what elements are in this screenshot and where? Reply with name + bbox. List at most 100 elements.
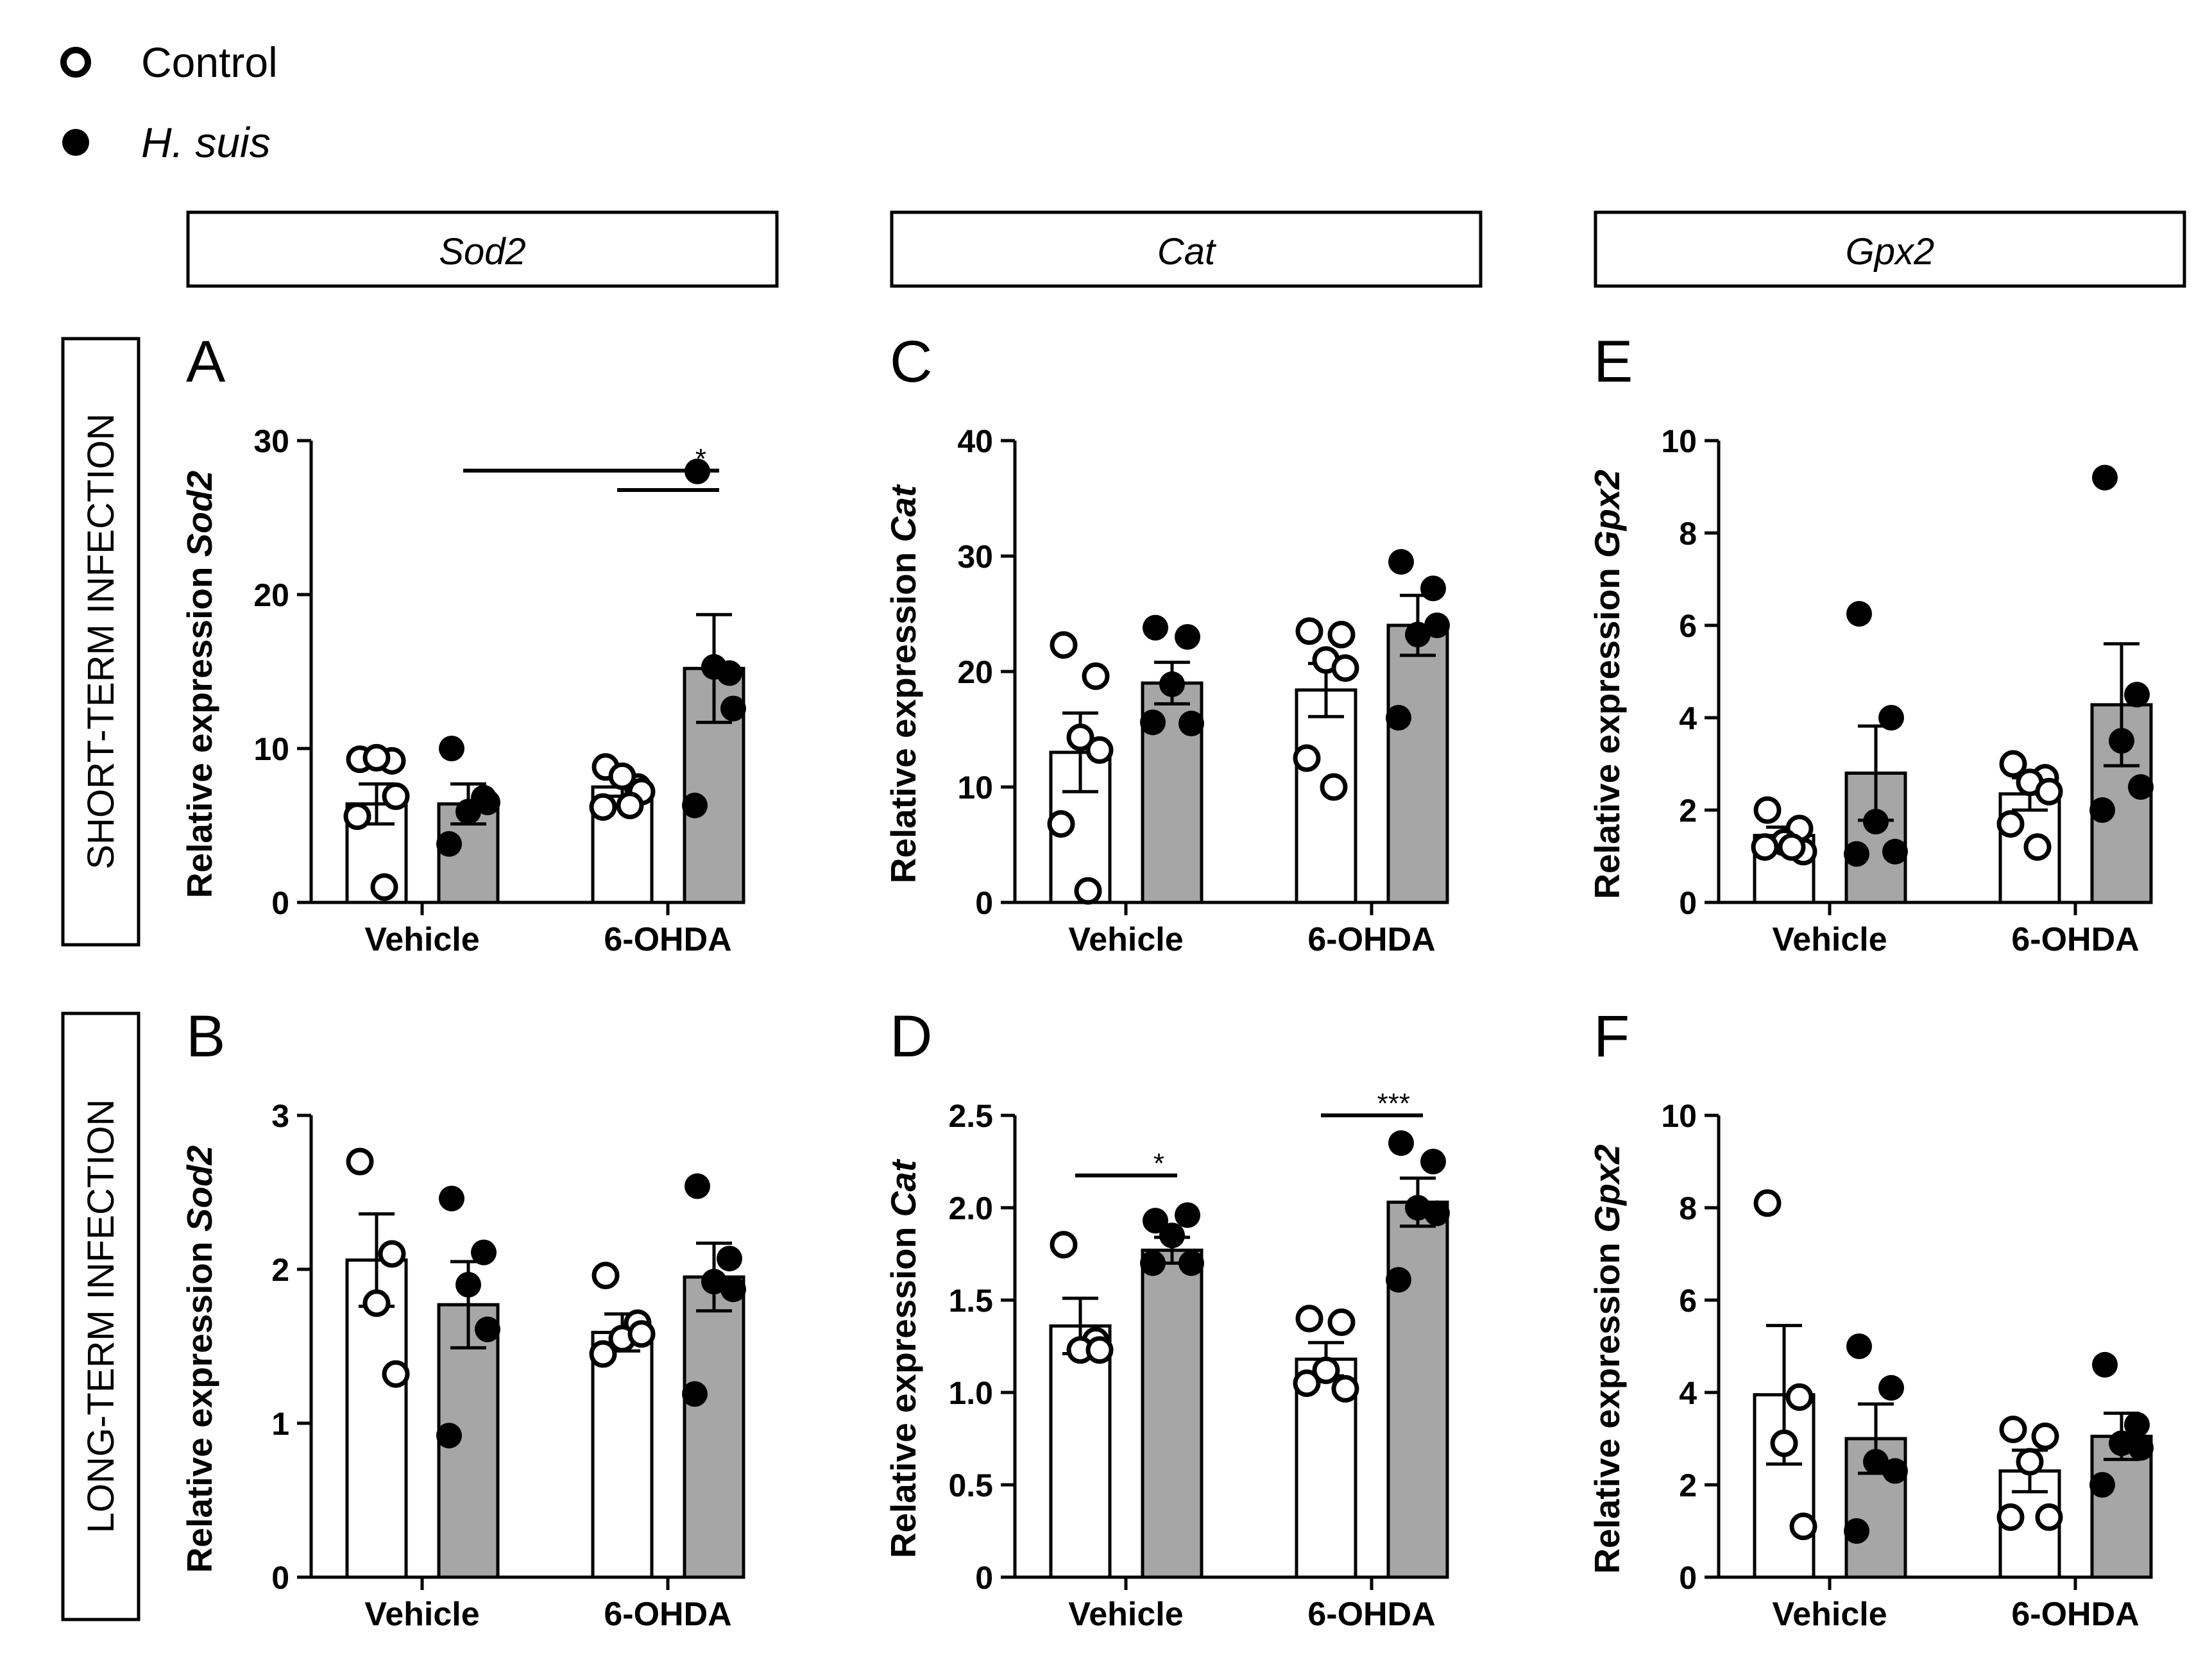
y-tick-label: 2.5 — [948, 1098, 993, 1134]
hsuis-data-point — [1159, 671, 1185, 697]
hsuis-data-point — [1882, 838, 1908, 865]
x-tick-label: Vehicle — [1772, 1596, 1887, 1633]
y-axis-label-text: Relative expression — [180, 557, 219, 898]
control-data-point — [362, 1289, 391, 1317]
hsuis-bar — [1386, 623, 1449, 904]
hsuis-data-point — [1420, 575, 1446, 602]
control-data-point — [1331, 1375, 1359, 1403]
control-data-point — [1293, 1369, 1321, 1398]
significance-label: * — [1153, 1148, 1164, 1180]
control-data-point — [1789, 1512, 1817, 1541]
panel-letter: F — [1594, 1004, 1629, 1069]
control-data-point — [616, 791, 644, 820]
y-tick-label: 1.0 — [948, 1375, 993, 1411]
control-data-point — [1999, 750, 2027, 778]
y-tick-label: 8 — [1679, 1190, 1697, 1226]
y-tick-label: 3 — [271, 1098, 289, 1134]
control-data-point — [1996, 1503, 2025, 1531]
control-data-point — [2031, 1422, 2059, 1450]
y-axis-label-gene: Cat — [883, 484, 923, 542]
y-tick-label: 0 — [975, 885, 993, 921]
hsuis-bar — [683, 1275, 745, 1579]
hsuis-data-point — [1159, 1222, 1185, 1249]
control-data-point — [589, 1340, 617, 1368]
hsuis-data-point — [1143, 614, 1168, 641]
gene-header-gpx2: Gpx2 — [1846, 231, 1935, 273]
hsuis-data-point — [2124, 1412, 2150, 1438]
x-tick-label: Vehicle — [364, 921, 479, 958]
control-data-point — [1770, 1429, 1798, 1457]
control-legend-label: Control — [141, 38, 278, 86]
x-tick-label: 6-OHDA — [1307, 921, 1435, 958]
hsuis-data-point — [439, 1185, 464, 1212]
control-data-point — [1753, 796, 1782, 824]
control-data-point — [378, 1240, 406, 1268]
hsuis-data-point — [1175, 624, 1200, 650]
control-data-point — [1751, 833, 1779, 861]
y-axis-label-text: Relative expression — [180, 1231, 219, 1573]
control-data-point — [1050, 1231, 1078, 1259]
hsuis-data-point — [720, 1276, 746, 1303]
hsuis-data-point — [1386, 1267, 1411, 1293]
control-data-point — [1999, 1416, 2027, 1444]
hsuis-data-point — [1420, 1149, 1446, 1174]
control-data-point — [382, 782, 410, 810]
panel-b: B Relative expression Sod2 0 1 2 3 Vehicle 6-OH… — [180, 1004, 746, 1633]
y-tick-label: 10 — [1661, 423, 1697, 459]
panel-letter: D — [890, 1004, 932, 1069]
hsuis-data-point — [475, 790, 500, 815]
y-axis-label-text: Relative expression — [883, 542, 923, 883]
hsuis-bar — [1386, 1200, 1449, 1579]
y-tick-label: 0 — [1679, 1560, 1697, 1596]
control-data-point — [343, 802, 371, 831]
hsuis-data-point — [1405, 1195, 1431, 1221]
panel-a: A Relative expression Sod2 0 10 20 30 Vehicle 6… — [180, 329, 746, 958]
hsuis-data-point — [701, 654, 727, 680]
hsuis-data-point — [455, 1272, 481, 1298]
control-data-point — [2016, 1448, 2044, 1476]
hsuis-data-point — [2089, 1472, 2115, 1498]
y-tick-label: 6 — [1679, 608, 1697, 644]
legend: Control H. suis — [60, 38, 278, 166]
y-tick-label: 0 — [975, 1560, 993, 1596]
x-tick-label: Vehicle — [364, 1596, 479, 1633]
significance-label: *** — [1377, 1088, 1410, 1119]
hsuis-data-point — [1178, 1250, 1204, 1276]
hsuis-data-point — [436, 831, 462, 857]
hsuis-data-point — [2092, 1351, 2118, 1378]
y-tick-label: 2 — [1679, 793, 1697, 829]
y-axis-label-gene: Sod2 — [180, 470, 219, 557]
control-data-point — [1066, 723, 1094, 752]
y-tick-label: 6 — [1679, 1283, 1697, 1319]
y-tick-label: 4 — [1679, 1375, 1697, 1411]
hsuis-data-point — [2109, 728, 2134, 754]
hsuis-data-point — [439, 736, 464, 761]
x-tick-label: 6-OHDA — [604, 921, 731, 958]
x-tick-label: Vehicle — [1772, 921, 1887, 958]
control-data-point — [608, 762, 636, 790]
y-axis-label-gene: Gpx2 — [1587, 1144, 1627, 1233]
y-axis-label-text: Relative expression — [1587, 558, 1627, 899]
y-tick-label: 0.5 — [948, 1468, 993, 1503]
y-tick-label: 20 — [253, 577, 289, 613]
hsuis-data-point — [1175, 1202, 1200, 1228]
panel-letter: A — [186, 329, 226, 394]
hsuis-data-point — [2109, 1430, 2134, 1457]
y-tick-label: 2 — [271, 1252, 289, 1288]
hsuis-data-point — [1882, 1458, 1908, 1484]
panel-f: F Relative expression Gpx2 0 2 4 6 8 10 Vehicle 6… — [1587, 1004, 2154, 1633]
panel-d: D Relative expression Cat 0 0.5 1.0 1.5 2.0 2.5… — [883, 1004, 1450, 1633]
significance-label: * — [695, 443, 706, 475]
panel-letter: C — [890, 329, 932, 394]
control-data-point — [1753, 1189, 1782, 1217]
y-tick-label: 10 — [253, 731, 289, 767]
control-data-point — [1050, 631, 1078, 659]
y-axis-label: Relative expression Cat — [883, 484, 923, 883]
control-data-point — [627, 1320, 656, 1348]
hsuis-data-point — [685, 1173, 710, 1199]
hsuis-data-point — [1140, 709, 1166, 736]
hsuis-data-point — [1405, 622, 1431, 648]
hsuis-data-point — [2124, 682, 2150, 707]
